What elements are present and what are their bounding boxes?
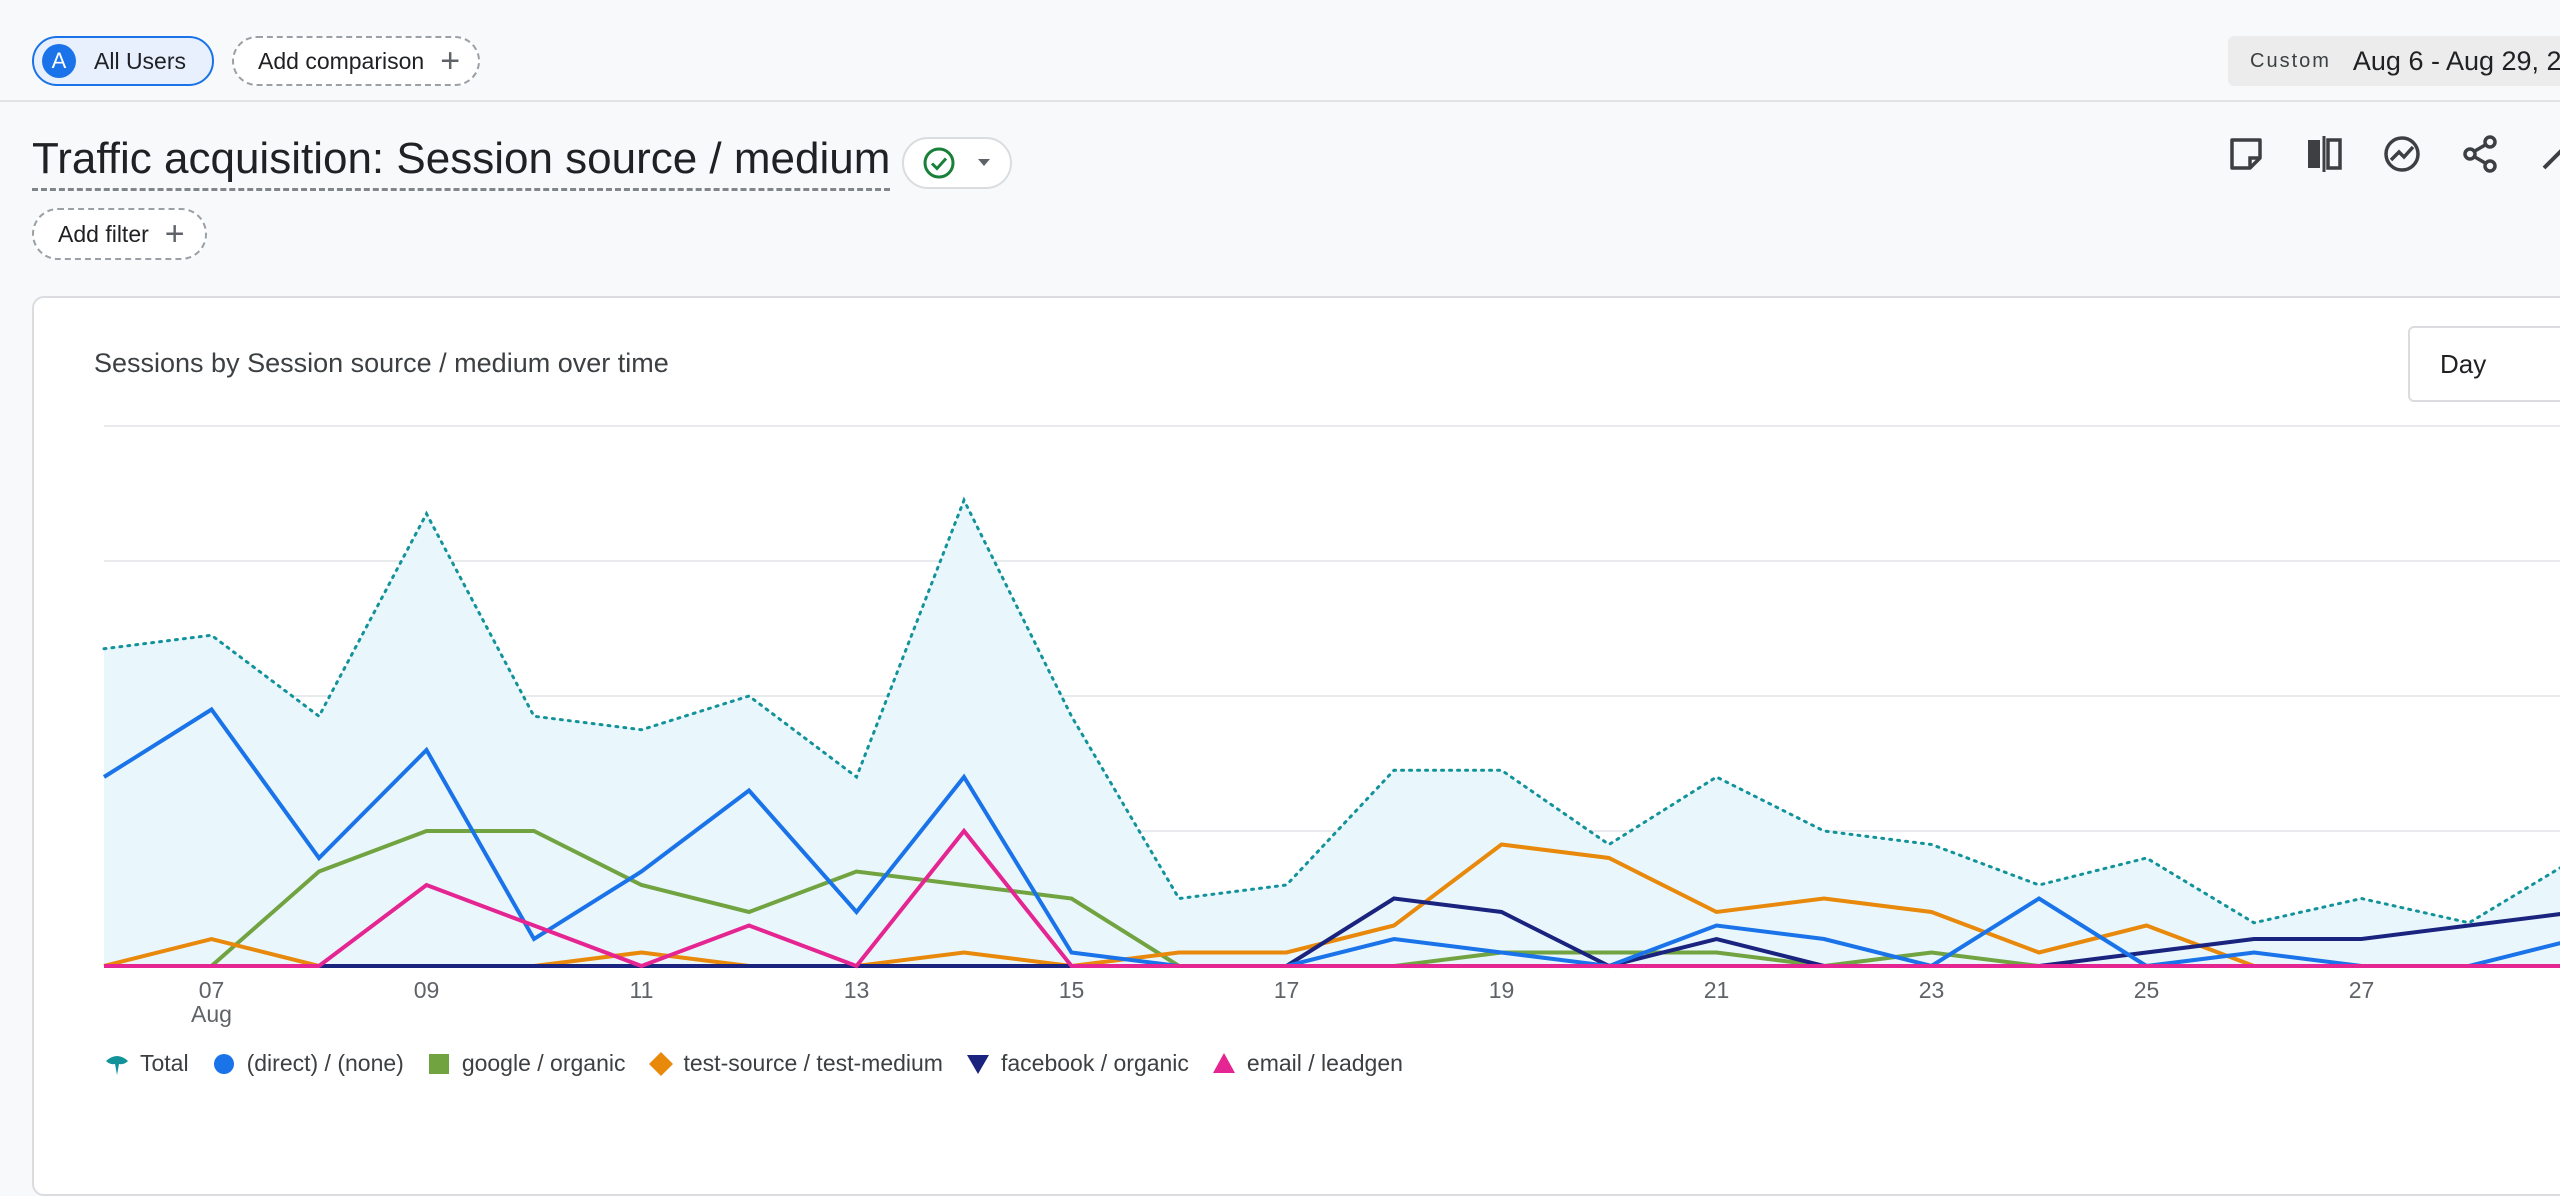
x-tick-label: 13 <box>844 977 870 1003</box>
triangle-down-icon <box>966 1054 989 1074</box>
check-circle-icon <box>923 147 955 178</box>
date-range-badge: Custom <box>2250 49 2331 72</box>
segment-chip-all-users[interactable]: A All Users <box>32 36 215 86</box>
add-comparison-label: Add comparison <box>258 47 425 74</box>
legend-label: email / leadgen <box>1246 1050 1403 1076</box>
customize-icon[interactable] <box>2538 134 2560 174</box>
segment-avatar: A <box>42 44 76 78</box>
granularity-selected: Day <box>2440 348 2487 379</box>
series-line-direct <box>102 706 2560 969</box>
x-tick-label: 21 <box>1704 977 1730 1003</box>
plus-icon: + <box>164 215 185 253</box>
x-tick-label: 09 <box>414 977 440 1003</box>
series-line-email <box>104 827 2560 969</box>
x-tick-label: 15 <box>1059 977 1085 1003</box>
x-tick-label: 11 <box>630 977 654 1003</box>
date-range-picker[interactable]: Custom Aug 6 - Aug 29, 2023 <box>2228 36 2560 86</box>
x-tick-label: 23 <box>1919 977 1945 1003</box>
series-line-facebook <box>104 896 2560 969</box>
square-icon <box>428 1053 449 1074</box>
triangle-up-icon <box>1212 1052 1235 1073</box>
legend-label: facebook / organic <box>1000 1050 1189 1076</box>
legend-item-direct[interactable]: (direct) / (none) <box>211 1050 404 1077</box>
top-bar <box>0 0 2560 102</box>
add-comparison-button[interactable]: Add comparison + <box>232 36 481 86</box>
legend-item-email[interactable]: email / leadgen <box>1211 1050 1403 1077</box>
compare-columns-icon[interactable] <box>2304 134 2344 174</box>
chevron-down-icon <box>978 158 991 166</box>
chart-legend: Total (direct) / (none) google / organic te… <box>104 1050 1425 1077</box>
umbrella-shape-icon <box>106 1055 128 1075</box>
x-tick-label: 07 <box>199 977 225 1003</box>
x-tick-label: 19 <box>1489 977 1515 1003</box>
legend-label: test-source / test-medium <box>683 1050 943 1076</box>
add-filter-button[interactable]: Add filter + <box>32 208 207 260</box>
report-status-dropdown[interactable] <box>902 136 1013 189</box>
plus-icon: + <box>440 42 461 80</box>
circle-icon <box>213 1053 234 1074</box>
x-tick-label: 27 <box>2349 977 2375 1003</box>
title-row: Traffic acquisition: Session source / me… <box>32 134 1013 191</box>
legend-label: Total <box>140 1050 189 1076</box>
segment-label: All Users <box>94 47 187 74</box>
legend-label: google / organic <box>461 1050 626 1076</box>
line-chart: 070911131517192123252729Aug <box>102 425 2560 1027</box>
note-icon[interactable] <box>2226 134 2266 174</box>
legend-item-total[interactable]: Total <box>104 1050 189 1077</box>
insights-icon[interactable] <box>2382 134 2422 174</box>
page-title[interactable]: Traffic acquisition: Session source / me… <box>32 134 891 191</box>
report-toolbar <box>2226 134 2560 174</box>
add-filter-label: Add filter <box>58 220 149 247</box>
legend-item-facebook[interactable]: facebook / organic <box>965 1050 1189 1077</box>
chart-title: Sessions by Session source / medium over… <box>94 348 669 378</box>
legend-label: (direct) / (none) <box>246 1050 404 1076</box>
x-axis-month-label: Aug <box>191 1001 232 1027</box>
legend-item-test[interactable]: test-source / test-medium <box>648 1050 943 1077</box>
date-range-text: Aug 6 - Aug 29, 2023 <box>2352 45 2560 76</box>
series-line-total <box>102 496 2560 925</box>
granularity-select[interactable]: Day <box>2408 326 2560 402</box>
total-area <box>104 500 2560 966</box>
share-icon[interactable] <box>2460 134 2500 174</box>
x-tick-label: 17 <box>1274 977 1300 1003</box>
x-tick-label: 25 <box>2134 977 2160 1003</box>
legend-item-google[interactable]: google / organic <box>426 1050 626 1077</box>
diamond-icon <box>648 1051 673 1076</box>
